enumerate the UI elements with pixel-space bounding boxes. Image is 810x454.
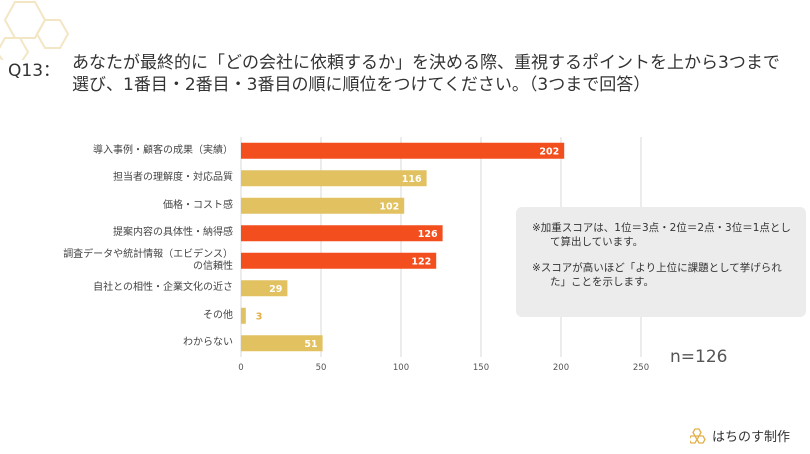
data-label: 51 <box>304 339 317 350</box>
data-label: 3 <box>256 311 263 322</box>
category-label-line: その他 <box>203 309 233 321</box>
category-label: 提案内容の具体性・納得感 <box>23 227 233 239</box>
category-label: その他 <box>23 310 233 322</box>
data-label: 116 <box>402 174 422 185</box>
category-label: 価格・コスト感 <box>23 200 233 212</box>
category-label: 自社との相性・企業文化の近さ <box>23 282 233 294</box>
category-label-line: 調査データや統計情報（エビデンス） <box>63 248 233 260</box>
bar <box>241 225 443 242</box>
hexagon-logo-icon <box>690 427 706 444</box>
bar <box>241 307 246 324</box>
honeycomb-decoration <box>0 1 70 60</box>
category-label-line: 自社との相性・企業文化の近さ <box>93 282 233 294</box>
data-label: 29 <box>269 284 282 295</box>
note-weighted-score: ※加重スコアは、1位＝3点・2位＝2点・3位＝1点として算出しています。 <box>532 222 791 248</box>
question-text: あなたが最終的に「どの会社に依頼するか」を決める際、重視するポイントを上から3つ… <box>72 53 780 95</box>
category-label-line: 価格・コスト感 <box>163 199 233 211</box>
category-label: 調査データや統計情報（エビデンス） の信頼性 <box>23 249 233 273</box>
x-tick-label: 100 <box>393 363 409 373</box>
x-tick-label: 50 <box>316 363 327 373</box>
category-label: 導入事例・顧客の成果（実績） <box>23 145 233 157</box>
category-label-line: わからない <box>183 337 233 349</box>
bar <box>241 252 437 269</box>
data-label: 126 <box>418 229 438 240</box>
bar <box>241 335 323 352</box>
x-tick-label: 0 <box>238 363 243 373</box>
x-tick-label: 200 <box>553 363 569 373</box>
data-label: 102 <box>379 201 399 212</box>
question-number: Q13： <box>8 61 61 81</box>
category-label: 担当者の理解度・対応品質 <box>23 172 233 184</box>
note-score-meaning: ※スコアが高いほど「より上位に課題として挙げられた」ことを示します。 <box>532 262 782 288</box>
brand-footer: はちのす制作 <box>690 426 790 445</box>
category-label: わからない <box>23 337 233 349</box>
category-label-line: 提案内容の具体性・納得感 <box>113 227 233 239</box>
data-label: 122 <box>411 256 431 267</box>
x-tick-label: 250 <box>633 363 649 373</box>
x-tick-label: 150 <box>473 363 489 373</box>
data-label: 202 <box>539 146 559 157</box>
bar <box>241 170 427 187</box>
note-box: ※加重スコアは、1位＝3点・2位＝2点・3位＝1点として算出しています。 ※スコ… <box>516 207 806 317</box>
category-label-line: の信頼性 <box>193 260 233 272</box>
bar <box>241 197 405 214</box>
category-label-line: 担当者の理解度・対応品質 <box>113 172 233 184</box>
category-label-line: 導入事例・顧客の成果（実績） <box>93 144 233 156</box>
bar <box>241 142 565 159</box>
bar <box>241 280 288 297</box>
brand-name: はちのす制作 <box>712 430 791 445</box>
sample-size: n=126 <box>670 347 728 367</box>
